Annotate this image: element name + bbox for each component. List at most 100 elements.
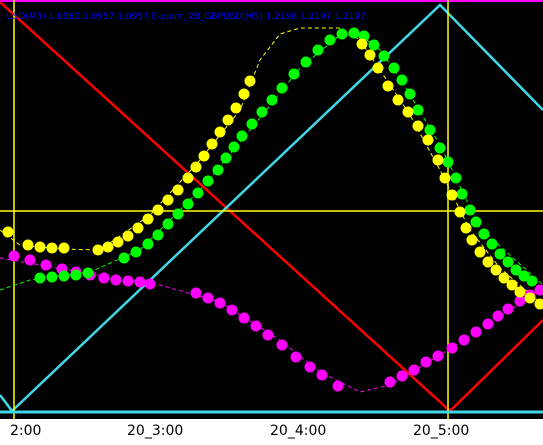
yellow-dot <box>122 230 134 242</box>
magenta-dot <box>384 376 396 388</box>
magenta-dot <box>408 364 420 376</box>
magenta-dot <box>482 318 494 330</box>
green-dot <box>266 94 278 106</box>
yellow-dot <box>534 298 543 310</box>
yellow-dot <box>474 246 486 258</box>
magenta-dot <box>316 369 328 381</box>
chart-canvas <box>0 0 543 419</box>
green-dot <box>130 246 142 258</box>
yellow-dot <box>142 213 154 225</box>
green-dot <box>276 82 288 94</box>
magenta-dot <box>190 287 202 299</box>
plot-area[interactable]: USD(M5) 1.0960 1.0957 1.0957 E-point_2B_… <box>0 0 543 419</box>
yellow-dot <box>152 204 164 216</box>
green-dot <box>212 164 224 176</box>
yellow-dot <box>402 106 414 118</box>
yellow-dot <box>34 241 46 253</box>
green-dot <box>486 238 498 250</box>
yellow-dot <box>490 264 502 276</box>
green-dot <box>518 270 530 282</box>
yellow-dot <box>230 102 242 114</box>
yellow-dot <box>22 239 34 251</box>
green-dot <box>118 252 130 264</box>
magenta-dot <box>98 272 110 284</box>
green-dot <box>246 118 258 130</box>
indicator-header: USD(M5) 1.0960 1.0957 1.0957 E-point_2B_… <box>6 12 366 22</box>
green-dot <box>510 264 522 276</box>
yellow-dot <box>102 241 114 253</box>
magenta-dot <box>420 356 432 368</box>
magenta-dot <box>446 342 458 354</box>
x-tick-label: 20_3:00 <box>127 423 184 439</box>
green-dot <box>396 74 408 86</box>
green-dot <box>182 198 194 210</box>
magenta-dot <box>238 312 250 324</box>
green-dot <box>202 175 214 187</box>
magenta-dot <box>8 250 20 262</box>
yellow-dot <box>514 286 526 298</box>
green-dot <box>288 68 300 80</box>
yellow-dot <box>198 150 210 162</box>
x-tick-label: 20_5:00 <box>413 423 470 439</box>
yellow-dot <box>460 222 472 234</box>
green-dot <box>142 238 154 250</box>
red-zigzag-line <box>0 1 543 413</box>
yellow-dot <box>190 161 202 173</box>
yellow-dot <box>432 154 444 166</box>
yellow-dot <box>244 75 256 87</box>
yellow-dot <box>172 184 184 196</box>
magenta-dot <box>290 351 302 363</box>
green-dot <box>442 156 454 168</box>
green-dot <box>456 188 468 200</box>
green-dot <box>502 256 514 268</box>
yellow-dot <box>482 256 494 268</box>
yellow-dot <box>132 222 144 234</box>
yellow-dot <box>58 242 70 254</box>
magenta-dot <box>134 276 146 288</box>
green-dot <box>34 272 46 284</box>
green-dot <box>256 106 268 118</box>
yellow-dot <box>222 114 234 126</box>
yellow-dot <box>524 292 536 304</box>
yellow-dot <box>454 206 466 218</box>
yellow-dot <box>382 80 394 92</box>
yellow-dot <box>439 172 451 184</box>
green-dot <box>378 50 390 62</box>
magenta-dot <box>202 292 214 304</box>
green-dot <box>494 248 506 260</box>
x-axis: 2:00 20_3:00 20_4:00 20_5:00 <box>0 419 543 445</box>
magenta-dot <box>492 310 504 322</box>
green-dot <box>152 229 164 241</box>
green-dot <box>46 271 58 283</box>
magenta-dot <box>534 284 543 296</box>
yellow-dot <box>162 194 174 206</box>
green-dot <box>412 104 424 116</box>
yellow-dot <box>2 226 14 238</box>
yellow-dot <box>422 134 434 146</box>
green-dot <box>162 218 174 230</box>
magenta-dot <box>304 361 316 373</box>
yellow-dot <box>238 88 250 100</box>
green-dot <box>312 44 324 56</box>
yellow-dot <box>214 126 226 138</box>
green-dot <box>424 124 436 136</box>
green-dot <box>82 267 94 279</box>
green-dot <box>434 142 446 154</box>
yellow-dot <box>206 138 218 150</box>
magenta-dashed-curve <box>0 257 543 393</box>
magenta-dot <box>502 303 514 315</box>
green-dot <box>228 141 240 153</box>
yellow-dot <box>356 38 368 50</box>
magenta-dot <box>24 254 36 266</box>
yellow-dot <box>506 279 518 291</box>
yellow-dot <box>372 62 384 74</box>
yellow-dot <box>446 189 458 201</box>
magenta-dot <box>458 334 470 346</box>
yellow-dot <box>92 244 104 256</box>
green-dot <box>192 187 204 199</box>
green-dashed-curve <box>0 34 543 291</box>
x-tick-label: 20_4:00 <box>270 423 327 439</box>
magenta-dot <box>332 380 344 392</box>
x-tick-label: 2:00 <box>10 423 42 439</box>
